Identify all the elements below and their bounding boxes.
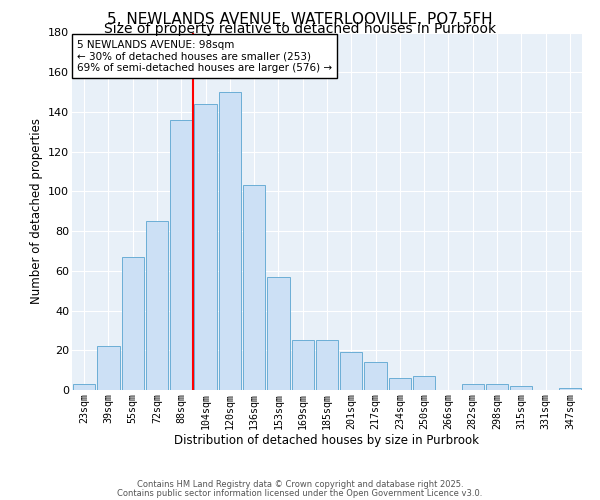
Bar bbox=[461, 384, 484, 390]
Bar bbox=[340, 352, 362, 390]
Bar bbox=[292, 340, 314, 390]
Bar bbox=[97, 346, 119, 390]
Bar bbox=[413, 376, 436, 390]
Bar bbox=[486, 384, 508, 390]
Bar bbox=[389, 378, 411, 390]
Text: Contains public sector information licensed under the Open Government Licence v3: Contains public sector information licen… bbox=[118, 488, 482, 498]
Bar bbox=[122, 257, 144, 390]
Bar bbox=[267, 277, 290, 390]
Bar bbox=[243, 186, 265, 390]
X-axis label: Distribution of detached houses by size in Purbrook: Distribution of detached houses by size … bbox=[175, 434, 479, 448]
Bar bbox=[194, 104, 217, 390]
Bar bbox=[510, 386, 532, 390]
Text: Contains HM Land Registry data © Crown copyright and database right 2025.: Contains HM Land Registry data © Crown c… bbox=[137, 480, 463, 489]
Text: 5, NEWLANDS AVENUE, WATERLOOVILLE, PO7 5FH: 5, NEWLANDS AVENUE, WATERLOOVILLE, PO7 5… bbox=[107, 12, 493, 28]
Bar bbox=[559, 388, 581, 390]
Y-axis label: Number of detached properties: Number of detached properties bbox=[29, 118, 43, 304]
Bar bbox=[73, 384, 95, 390]
Text: Size of property relative to detached houses in Purbrook: Size of property relative to detached ho… bbox=[104, 22, 496, 36]
Bar bbox=[316, 340, 338, 390]
Bar bbox=[170, 120, 193, 390]
Text: 5 NEWLANDS AVENUE: 98sqm
← 30% of detached houses are smaller (253)
69% of semi-: 5 NEWLANDS AVENUE: 98sqm ← 30% of detach… bbox=[77, 40, 332, 73]
Bar bbox=[364, 362, 387, 390]
Bar bbox=[218, 92, 241, 390]
Bar bbox=[146, 221, 168, 390]
